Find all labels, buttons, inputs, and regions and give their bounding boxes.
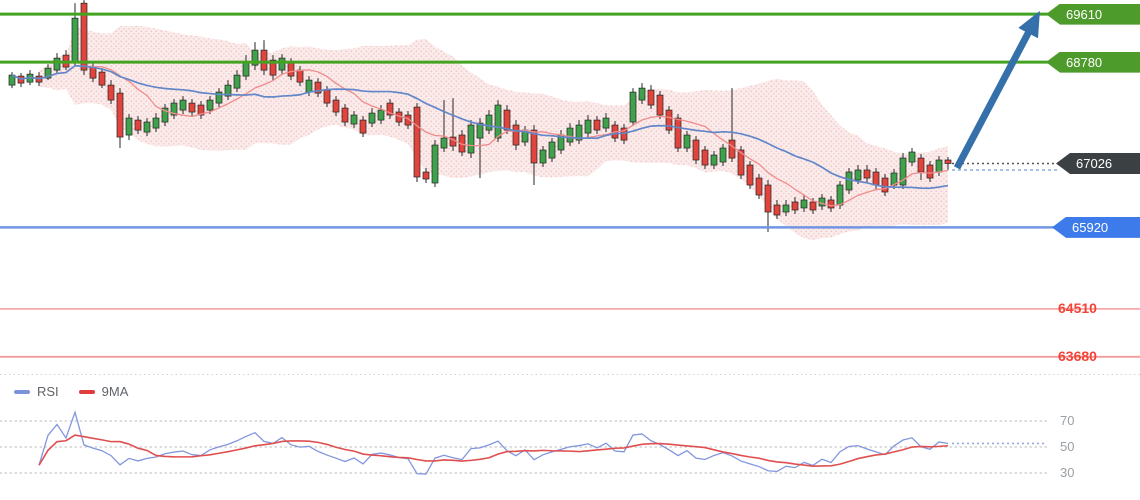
rsi-ma-line-swatch [78, 389, 95, 394]
rsi-gridlines [0, 420, 1049, 474]
price-tag-resistance-2: 68780 [1046, 51, 1140, 73]
legend-label-9ma: 9MA [101, 384, 129, 399]
legend-label-rsi: RSI [37, 384, 59, 399]
price-label-support-far-1: 64510 [1058, 299, 1097, 316]
rsi-axis-label-50: 50 [1060, 439, 1075, 454]
trend-arrow[interactable] [953, 10, 1040, 170]
level-lines [0, 12, 1140, 358]
moving-averages [11, 64, 949, 207]
price-label-support-far-2: 63680 [1058, 347, 1097, 364]
rsi-axis-label-30: 30 [1060, 465, 1075, 480]
rsi-axis-label-70: 70 [1060, 413, 1075, 428]
price-tag-support: 65920 [1052, 216, 1140, 238]
price-tag-resistance-1: 69610 [1046, 3, 1140, 25]
legend-item-9ma: 9MA [78, 384, 129, 399]
rsi-line-swatch [14, 389, 30, 394]
price-tag-current-price: 67026 [1056, 152, 1140, 174]
indicator-legend: RSI 9MA [14, 384, 128, 399]
rsi-lines [38, 410, 1044, 475]
bollinger-band [39, 25, 948, 241]
legend-item-rsi: RSI [14, 384, 59, 399]
